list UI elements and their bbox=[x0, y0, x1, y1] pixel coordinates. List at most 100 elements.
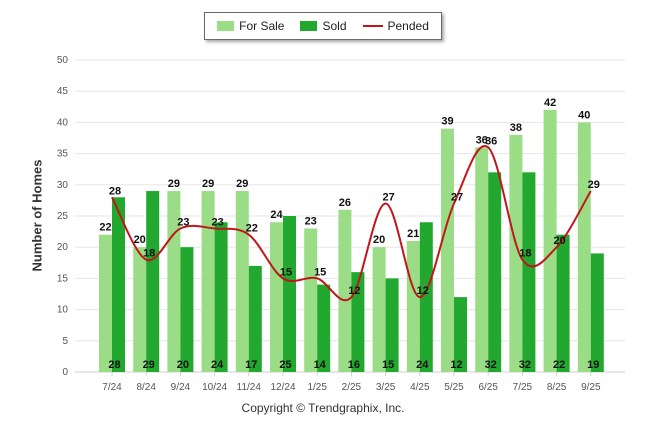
legend-item-for-sale[interactable]: For Sale bbox=[217, 19, 284, 33]
bar-for-sale bbox=[577, 122, 591, 373]
pended-line bbox=[111, 144, 592, 302]
for-sale-value-label: 22 bbox=[99, 222, 111, 234]
y-tick-label: 15 bbox=[57, 273, 69, 284]
x-tick-label: 12/24 bbox=[270, 382, 295, 393]
sold-value-label: 25 bbox=[279, 359, 291, 371]
bar-for-sale bbox=[270, 222, 283, 372]
x-tick-label: 1/25 bbox=[307, 382, 327, 393]
bar-for-sale bbox=[475, 147, 489, 372]
pended-value-label: 12 bbox=[348, 285, 360, 297]
chart-legend: For Sale Sold Pended bbox=[204, 12, 442, 40]
legend-line-pended bbox=[362, 25, 383, 27]
pended-value-label: 15 bbox=[314, 266, 326, 278]
bar-sold bbox=[248, 265, 262, 372]
sold-value-label: 32 bbox=[485, 359, 497, 371]
bar-sold bbox=[488, 172, 502, 372]
bar-sold bbox=[454, 297, 467, 372]
for-sale-value-label: 20 bbox=[134, 234, 146, 246]
legend-swatch-sold bbox=[300, 21, 318, 31]
sold-value-label: 16 bbox=[348, 359, 360, 371]
pended-value-label: 20 bbox=[553, 235, 565, 247]
pended-value-label: 12 bbox=[417, 285, 429, 297]
sold-value-label: 28 bbox=[108, 359, 120, 371]
sold-value-label: 19 bbox=[587, 359, 599, 371]
bar-sold bbox=[556, 234, 570, 372]
bar-sold bbox=[214, 222, 228, 372]
legend-item-pended[interactable]: Pended bbox=[362, 19, 429, 33]
sold-value-label: 24 bbox=[416, 359, 429, 371]
x-tick-label: 7/25 bbox=[513, 382, 533, 393]
y-tick-label: 5 bbox=[62, 336, 68, 347]
bar-sold bbox=[590, 253, 604, 372]
for-sale-value-label: 20 bbox=[373, 234, 385, 246]
x-tick-label: 3/25 bbox=[376, 382, 396, 393]
x-tick-label: 11/24 bbox=[237, 382, 262, 393]
bar-for-sale bbox=[406, 240, 420, 372]
sold-value-label: 22 bbox=[553, 359, 565, 371]
y-tick-label: 25 bbox=[57, 211, 69, 222]
pended-value-label: 22 bbox=[246, 223, 258, 235]
sold-value-label: 15 bbox=[382, 359, 394, 371]
y-tick-label: 35 bbox=[57, 149, 69, 160]
bar-for-sale bbox=[167, 191, 181, 372]
y-tick-label: 30 bbox=[57, 180, 69, 191]
bar-for-sale bbox=[304, 228, 318, 372]
x-tick-label: 5/25 bbox=[444, 382, 464, 393]
legend-item-sold[interactable]: Sold bbox=[300, 19, 347, 33]
pended-value-label: 23 bbox=[177, 216, 189, 228]
y-axis-label: Number of Homes bbox=[29, 159, 45, 272]
pended-value-label: 18 bbox=[143, 248, 155, 260]
y-tick-label: 10 bbox=[57, 305, 69, 316]
pended-value-label: 29 bbox=[588, 179, 600, 191]
legend-label-for-sale: For Sale bbox=[239, 19, 285, 33]
for-sale-value-label: 24 bbox=[270, 209, 283, 221]
for-sale-value-label: 29 bbox=[168, 178, 180, 190]
pended-value-label: 27 bbox=[382, 192, 394, 204]
for-sale-value-label: 29 bbox=[202, 178, 214, 190]
x-tick-label: 4/25 bbox=[410, 382, 430, 393]
sold-value-label: 29 bbox=[143, 359, 155, 371]
for-sale-value-label: 40 bbox=[578, 109, 590, 121]
bar-for-sale bbox=[372, 247, 386, 372]
for-sale-value-label: 29 bbox=[236, 178, 248, 190]
bar-for-sale bbox=[99, 234, 112, 372]
pended-value-label: 23 bbox=[211, 216, 223, 228]
legend-label-sold: Sold bbox=[322, 19, 347, 33]
sold-value-label: 17 bbox=[245, 359, 257, 371]
legend-label-pended: Pended bbox=[387, 19, 429, 33]
sold-value-label: 24 bbox=[211, 359, 224, 371]
for-sale-value-label: 42 bbox=[544, 97, 556, 109]
bar-sold bbox=[283, 216, 296, 372]
bar-sold bbox=[522, 172, 536, 372]
y-tick-label: 45 bbox=[57, 86, 69, 97]
x-tick-label: 8/25 bbox=[547, 382, 567, 393]
bar-for-sale bbox=[201, 191, 215, 372]
pended-value-label: 18 bbox=[519, 248, 531, 260]
bar-for-sale bbox=[133, 247, 147, 372]
sold-value-label: 12 bbox=[450, 359, 462, 371]
x-tick-label: 2/25 bbox=[342, 382, 362, 393]
for-sale-value-label: 39 bbox=[441, 116, 453, 128]
y-tick-label: 0 bbox=[62, 367, 68, 378]
bar-for-sale bbox=[543, 109, 557, 373]
pended-value-label: 36 bbox=[485, 135, 497, 147]
bar-for-sale bbox=[441, 128, 454, 372]
copyright-text: Copyright © Trendgraphix, Inc. bbox=[241, 401, 405, 415]
for-sale-value-label: 26 bbox=[339, 197, 351, 209]
x-tick-label: 6/25 bbox=[478, 382, 498, 393]
for-sale-value-label: 21 bbox=[407, 228, 419, 240]
legend-swatch-for-sale bbox=[217, 21, 235, 31]
bar-for-sale bbox=[338, 209, 352, 372]
pended-value-label: 28 bbox=[109, 185, 121, 197]
bar-sold bbox=[112, 197, 125, 372]
y-tick-label: 20 bbox=[57, 242, 69, 253]
x-tick-label: 9/24 bbox=[171, 382, 191, 393]
bar-sold bbox=[351, 272, 365, 372]
for-sale-value-label: 23 bbox=[305, 215, 317, 227]
bar-for-sale bbox=[235, 191, 249, 372]
sold-value-label: 32 bbox=[519, 359, 531, 371]
bar-sold bbox=[180, 247, 194, 372]
bar-sold bbox=[317, 284, 331, 372]
x-tick-label: 9/25 bbox=[581, 382, 601, 393]
